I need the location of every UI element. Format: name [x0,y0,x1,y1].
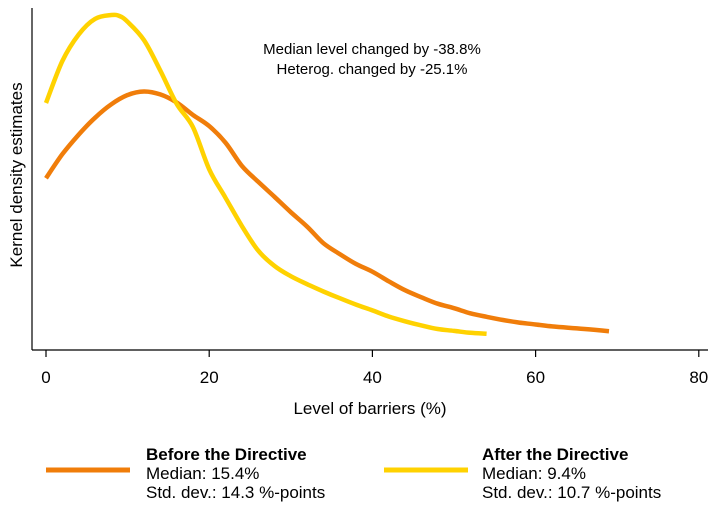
x-tick-label: 60 [526,368,545,387]
series-layer [43,12,610,337]
series-line-before [44,89,610,334]
legend-after-std: Std. dev.: 10.7 %-points [482,483,661,502]
series-line-after [43,12,487,337]
legend-before-title: Before the Directive [146,445,307,464]
x-axis-label: Level of barriers (%) [293,399,446,418]
annotation-heterog-change: Heterog. changed by -25.1% [277,61,468,78]
x-tick-label: 40 [363,368,382,387]
annotation-median-change: Median level changed by -38.8% [263,41,481,58]
legend-before-std: Std. dev.: 14.3 %-points [146,483,325,502]
x-tick-label: 20 [200,368,219,387]
x-tick-label: 0 [41,368,50,387]
x-tick-label: 80 [689,368,708,387]
legend-before-median: Median: 15.4% [146,464,259,483]
x-axis-ticks: 0 20 40 60 80 [41,350,708,387]
legend: Before the Directive Median: 15.4% Std. … [46,445,661,502]
legend-after-median: Median: 9.4% [482,464,586,483]
y-axis-label: Kernel density estimates [7,82,26,267]
legend-after-title: After the Directive [482,445,628,464]
